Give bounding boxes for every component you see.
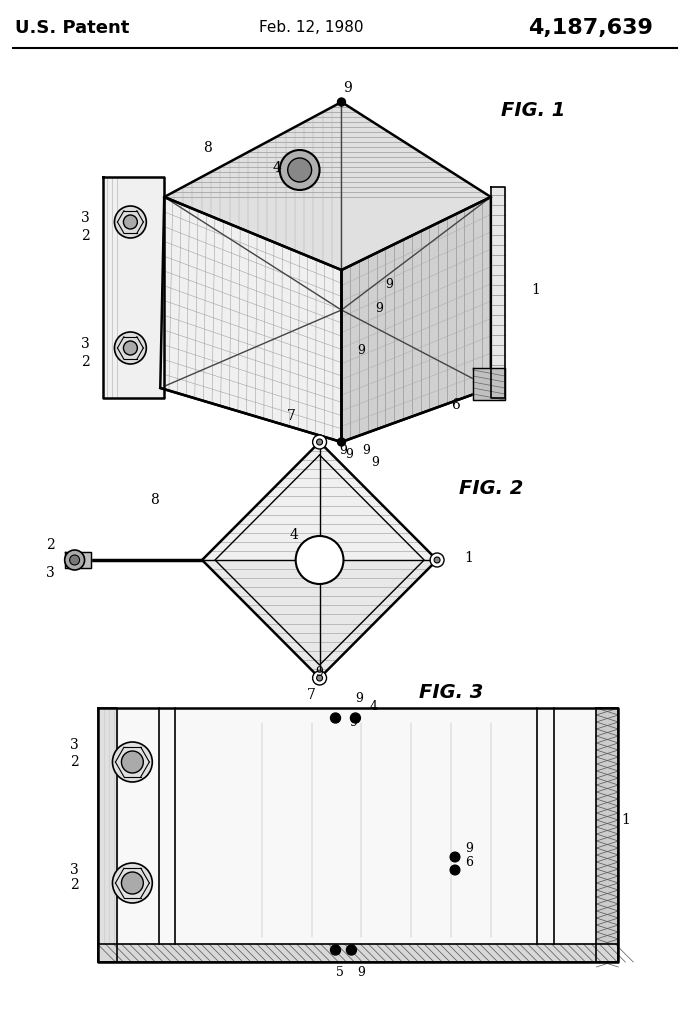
Text: 9: 9 [339,443,348,457]
Circle shape [280,150,319,190]
Text: 3: 3 [70,738,79,752]
Circle shape [113,742,153,782]
Text: 9: 9 [355,691,363,705]
Text: 4: 4 [370,699,377,713]
Text: 8: 8 [150,493,159,507]
Text: 3: 3 [46,566,55,580]
Circle shape [65,550,85,570]
Text: U.S. Patent: U.S. Patent [15,19,130,37]
Polygon shape [202,560,437,678]
Circle shape [122,872,144,894]
Polygon shape [160,197,341,442]
Circle shape [295,536,344,584]
Circle shape [430,553,444,567]
Text: 1: 1 [464,551,473,565]
Text: 2: 2 [81,355,90,369]
Circle shape [115,332,146,364]
Polygon shape [596,708,618,962]
Circle shape [450,852,460,862]
Text: 9: 9 [350,716,357,728]
Polygon shape [473,368,505,400]
Polygon shape [341,197,491,442]
Circle shape [317,675,323,681]
Text: 3: 3 [81,337,90,351]
Text: 9: 9 [465,842,473,854]
Text: Feb. 12, 1980: Feb. 12, 1980 [260,20,364,36]
Text: 4,187,639: 4,187,639 [528,18,653,38]
Polygon shape [491,187,505,398]
Text: 1: 1 [531,283,540,297]
Text: 3: 3 [81,211,90,225]
Circle shape [450,865,460,874]
Circle shape [115,206,146,238]
Polygon shape [102,177,164,398]
Text: 1: 1 [621,813,630,827]
Text: FIG. 1: FIG. 1 [501,100,565,120]
Circle shape [346,945,357,955]
Circle shape [313,671,326,685]
Polygon shape [98,708,618,962]
Text: 3: 3 [70,863,79,877]
Circle shape [434,557,440,563]
Text: 9: 9 [357,343,365,356]
Text: 2: 2 [70,878,79,892]
Circle shape [350,713,361,723]
Polygon shape [202,442,437,560]
Text: 5: 5 [335,966,344,979]
Text: 9: 9 [375,301,383,314]
Text: 4: 4 [272,161,281,175]
Polygon shape [164,102,491,270]
Circle shape [124,341,137,355]
Text: 8: 8 [203,141,212,155]
Circle shape [122,751,144,773]
Text: 6: 6 [465,855,473,868]
Text: 4: 4 [289,528,298,542]
Text: 9: 9 [315,666,324,679]
Circle shape [288,158,312,182]
Circle shape [113,863,153,903]
Circle shape [124,215,137,229]
Text: 9: 9 [385,279,393,292]
Text: 9: 9 [363,443,370,457]
Text: 6: 6 [451,398,460,412]
Text: 2: 2 [70,755,79,769]
Circle shape [313,435,326,449]
Circle shape [330,713,341,723]
Text: 7: 7 [307,688,316,702]
Text: 9: 9 [343,81,352,95]
Circle shape [317,439,323,445]
Circle shape [330,945,341,955]
Circle shape [337,98,346,106]
Polygon shape [98,944,618,962]
Text: 2: 2 [81,229,90,243]
Text: 7: 7 [287,409,296,423]
Text: FIG. 3: FIG. 3 [419,683,484,701]
Text: 9: 9 [372,456,379,469]
Circle shape [69,555,80,565]
Text: FIG. 2: FIG. 2 [459,478,523,498]
Circle shape [337,438,346,446]
Polygon shape [98,708,117,962]
Text: 9: 9 [346,449,353,462]
Text: 9: 9 [357,966,365,979]
Polygon shape [65,552,91,568]
Text: 2: 2 [46,538,55,552]
